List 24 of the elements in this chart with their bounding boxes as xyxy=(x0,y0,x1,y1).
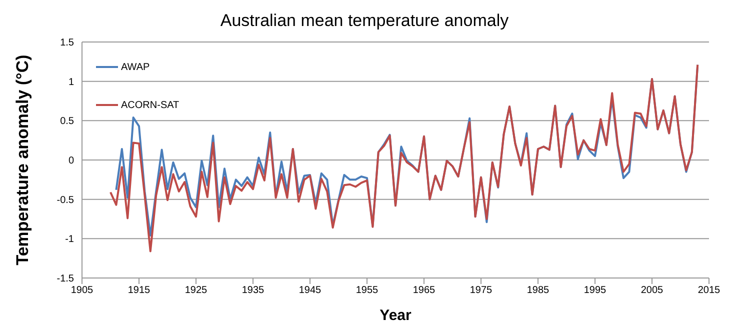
x-tick-label: 2015 xyxy=(698,285,721,296)
y-tick-label: -1 xyxy=(65,234,74,246)
legend-label: AWAP xyxy=(121,62,150,72)
x-tick-label: 1915 xyxy=(128,285,151,296)
y-tick-label: 1.5 xyxy=(60,38,74,49)
x-tick-label: 1905 xyxy=(70,285,94,296)
chart-title: Australian mean temperature anomaly xyxy=(219,10,510,32)
y-tick-label: 0 xyxy=(68,156,74,167)
x-tick-label: 1935 xyxy=(242,285,265,296)
y-tick-label: 1 xyxy=(68,76,74,88)
x-axis-title: Year xyxy=(380,307,412,324)
x-tick-label: 1995 xyxy=(584,285,607,296)
x-tick-label: 1955 xyxy=(356,285,379,296)
y-tick-label: -1.5 xyxy=(56,274,74,285)
x-tick-label: 1945 xyxy=(298,285,322,296)
y-axis-title: Temperature anomaly (°C) xyxy=(13,54,32,266)
x-tick-label: 1965 xyxy=(412,285,436,296)
x-tick-label: 1975 xyxy=(470,285,493,296)
y-tick-label: 0.5 xyxy=(60,116,74,128)
legend-label: ACORN-SAT xyxy=(121,100,180,110)
x-tick-label: 2005 xyxy=(640,285,664,296)
x-tick-label: 1925 xyxy=(184,285,208,296)
x-tick-label: 1985 xyxy=(526,285,550,296)
y-tick-label: -0.5 xyxy=(56,194,74,206)
